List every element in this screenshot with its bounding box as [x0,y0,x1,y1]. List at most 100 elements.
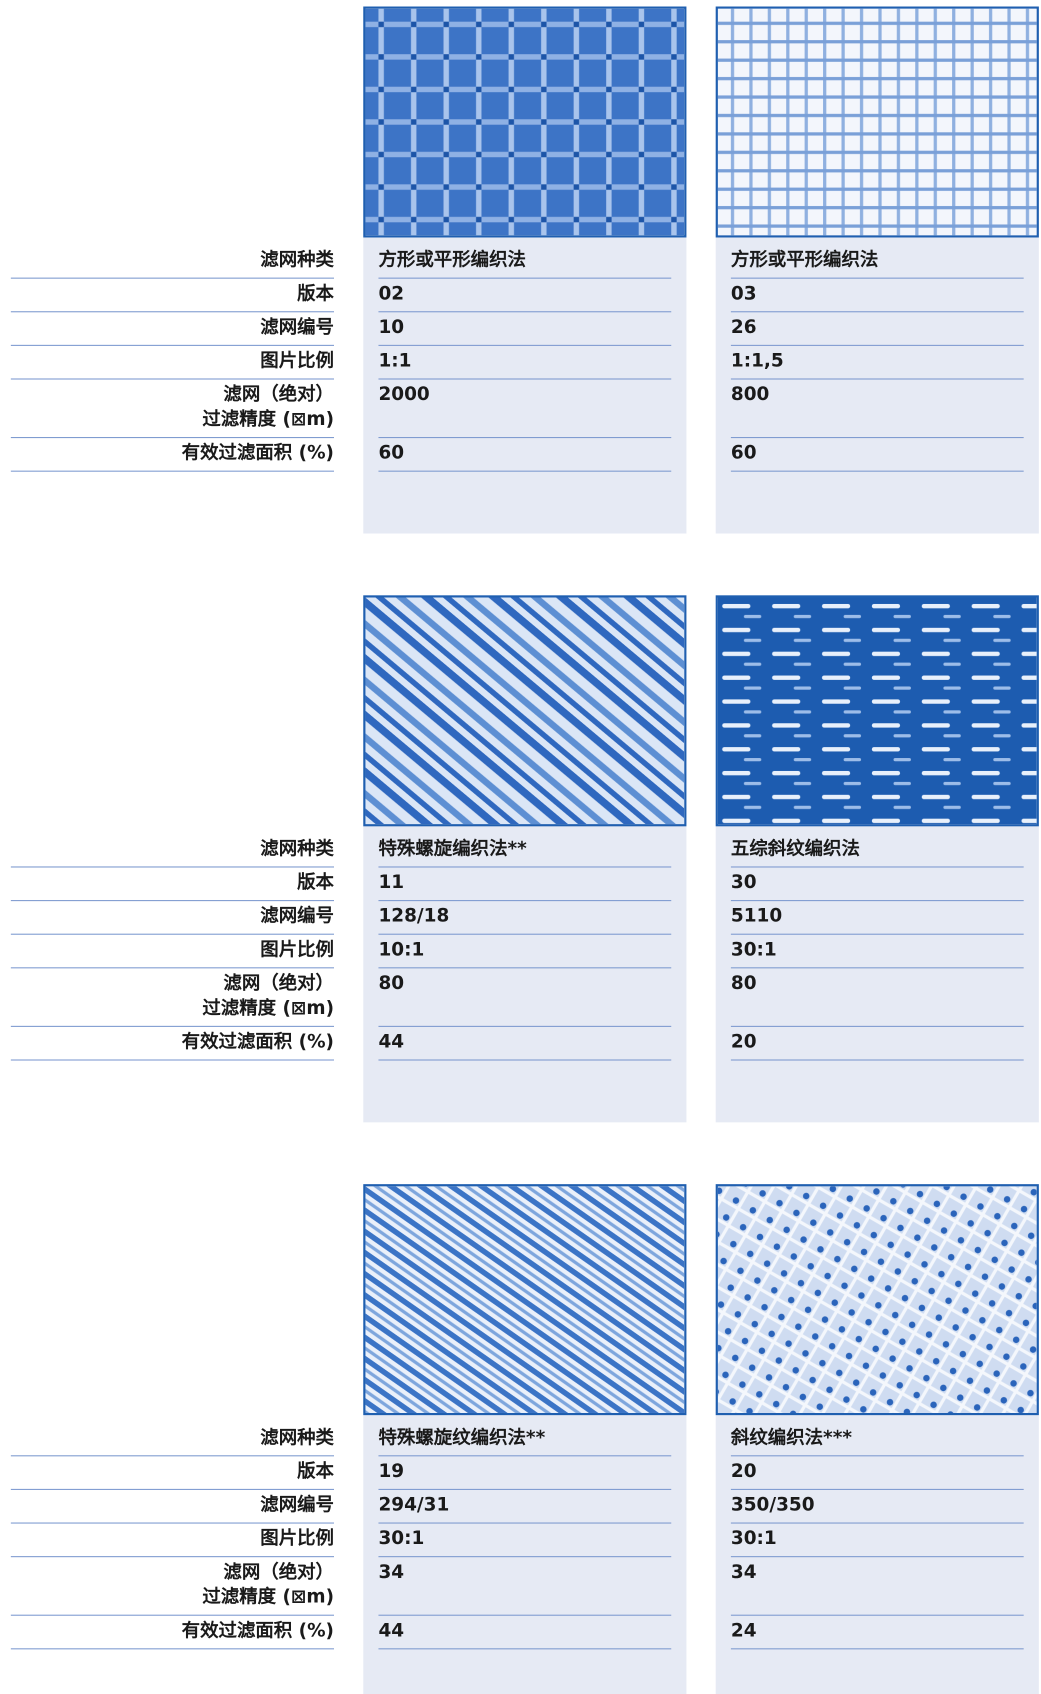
row-label: 滤网编号 [260,316,334,339]
cell-rule [730,1614,1024,1616]
cell-rule [730,470,1024,472]
cell-value: 1:1 [378,350,412,372]
cell-value: 24 [730,1620,757,1642]
cell-rule [378,311,672,313]
cell-value: 30:1 [730,1527,777,1550]
cell-value: 19 [378,1460,405,1483]
cell-value: 特殊螺旋编织法** [378,838,527,860]
cell-rule [730,437,1024,439]
cell-rule [378,277,672,279]
cell-value: 斜纹编织法*** [730,1427,852,1449]
cell-rule [730,378,1024,380]
cell-rule [378,967,672,969]
row-rule [10,933,334,935]
row-rule [10,1455,334,1457]
cell-rule [730,311,1024,313]
cell-rule [730,277,1024,279]
cell-rule [378,1614,672,1616]
cell-rule [730,344,1024,346]
row-rule [10,1488,334,1490]
cell-rule [378,1522,672,1524]
cell-value: 02 [378,283,405,305]
cell-rule [378,1455,672,1457]
cell-rule [730,933,1024,935]
mesh-image [363,1184,687,1416]
cell-value: 800 [730,383,770,406]
cell-rule [378,437,672,439]
cell-value: 294/31 [378,1494,450,1516]
row-rule [10,344,334,346]
row-label: 版本 [297,1460,334,1483]
mesh-texture [717,597,1037,825]
mesh-image [715,1184,1039,1416]
cell-rule [378,1059,672,1061]
row-label: 滤网种类 [260,249,334,272]
cell-value: 11 [378,871,405,894]
cell-value: 10:1 [378,939,425,961]
row-label: 有效过滤面积 (%) [181,1620,334,1642]
cell-value: 03 [730,283,757,305]
cell-rule [730,1648,1024,1650]
mesh-image [363,6,687,238]
cell-value: 方形或平形编织法 [730,249,879,272]
cell-rule [378,900,672,902]
cell-rule [378,470,672,472]
cell-value: 44 [378,1620,405,1642]
cell-value: 44 [378,1031,405,1053]
row-label: 滤网编号 [260,905,334,928]
row-rule [10,967,334,969]
cell-rule [378,1025,672,1027]
cell-rule [378,378,672,380]
row-label: 滤网种类 [260,1427,334,1449]
cell-value: 30 [730,871,757,894]
row-rule [10,1025,334,1027]
cell-value: 30:1 [378,1527,425,1550]
cell-rule [730,1488,1024,1490]
cell-rule [378,1648,672,1650]
cell-rule [730,1455,1024,1457]
cell-value: 26 [730,316,757,339]
cell-value: 1:1,5 [730,350,784,372]
cell-value: 34 [730,1561,757,1584]
row-label: 滤网种类 [260,838,334,860]
row-rule [10,1556,334,1558]
row-label: 滤网编号 [260,1494,334,1516]
cell-value: 五综斜纹编织法 [730,838,860,860]
cell-rule [730,866,1024,868]
mesh-image [715,6,1039,238]
row-rule [10,1522,334,1524]
cell-value: 20 [730,1031,757,1053]
row-rule [10,1059,334,1061]
cell-value: 60 [378,442,405,465]
mesh-image [363,595,687,827]
row-rule [10,1648,334,1650]
row-label: 滤网（绝对） 过滤精度 (⊠m) [202,1561,334,1609]
cell-rule [378,1556,672,1558]
row-rule [10,311,334,313]
row-rule [10,1614,334,1616]
cell-value: 60 [730,442,757,465]
cell-value: 80 [730,972,757,995]
cell-value: 2000 [378,383,430,406]
cell-value: 特殊螺旋纹编织法** [378,1427,546,1449]
row-rule [10,437,334,439]
row-label: 有效过滤面积 (%) [181,442,334,465]
row-label: 滤网（绝对） 过滤精度 (⊠m) [202,972,334,1020]
cell-rule [730,1025,1024,1027]
mesh-texture [717,8,1037,236]
cell-rule [378,1488,672,1490]
row-label: 滤网（绝对） 过滤精度 (⊠m) [202,383,334,431]
cell-value: 80 [378,972,405,995]
cell-value: 5110 [730,905,783,928]
cell-rule [730,900,1024,902]
cell-value: 34 [378,1561,405,1584]
row-label: 图片比例 [260,939,334,961]
cell-value: 方形或平形编织法 [378,249,526,272]
cell-value: 350/350 [730,1494,815,1516]
row-label: 版本 [297,283,334,305]
row-label: 有效过滤面积 (%) [181,1031,334,1053]
cell-value: 10 [378,316,405,339]
row-label: 图片比例 [260,350,334,372]
cell-value: 30:1 [730,939,777,961]
